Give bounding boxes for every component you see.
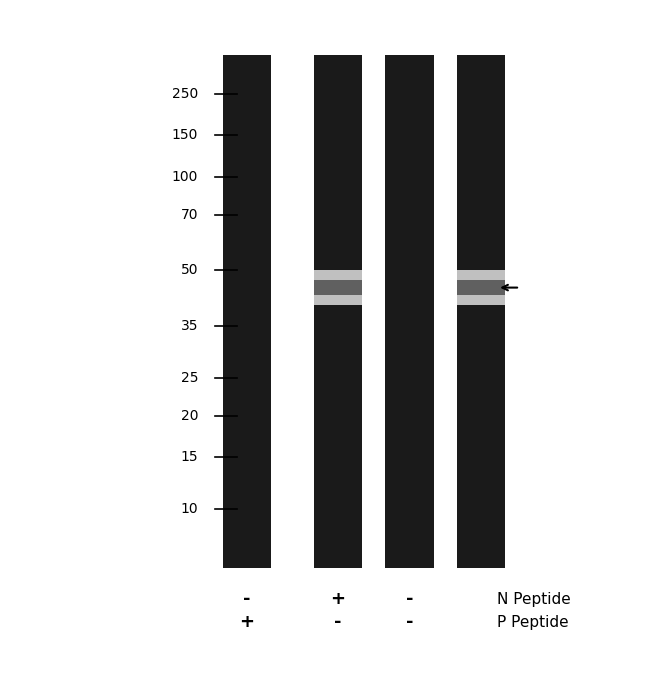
Text: 20: 20 bbox=[181, 409, 198, 423]
Text: 100: 100 bbox=[172, 170, 198, 184]
Text: -: - bbox=[406, 590, 413, 608]
Text: -: - bbox=[406, 613, 413, 631]
Text: +: + bbox=[330, 590, 346, 608]
Text: P Peptide: P Peptide bbox=[497, 615, 569, 630]
Text: 150: 150 bbox=[172, 128, 198, 142]
Text: 25: 25 bbox=[181, 371, 198, 385]
Text: -: - bbox=[243, 590, 251, 608]
Text: 15: 15 bbox=[181, 450, 198, 464]
Text: 10: 10 bbox=[181, 502, 198, 516]
Bar bbox=[385, 55, 434, 568]
Bar bbox=[456, 270, 506, 305]
Text: -: - bbox=[334, 613, 342, 631]
Text: 70: 70 bbox=[181, 208, 198, 222]
Bar bbox=[222, 55, 272, 568]
Bar bbox=[456, 55, 506, 568]
Bar bbox=[313, 270, 363, 305]
Bar bbox=[313, 55, 363, 568]
Bar bbox=[313, 280, 363, 295]
Text: 250: 250 bbox=[172, 87, 198, 100]
Text: 35: 35 bbox=[181, 319, 198, 333]
Text: N Peptide: N Peptide bbox=[497, 592, 571, 607]
Text: 50: 50 bbox=[181, 263, 198, 277]
Text: +: + bbox=[239, 613, 255, 631]
Bar bbox=[456, 280, 506, 295]
